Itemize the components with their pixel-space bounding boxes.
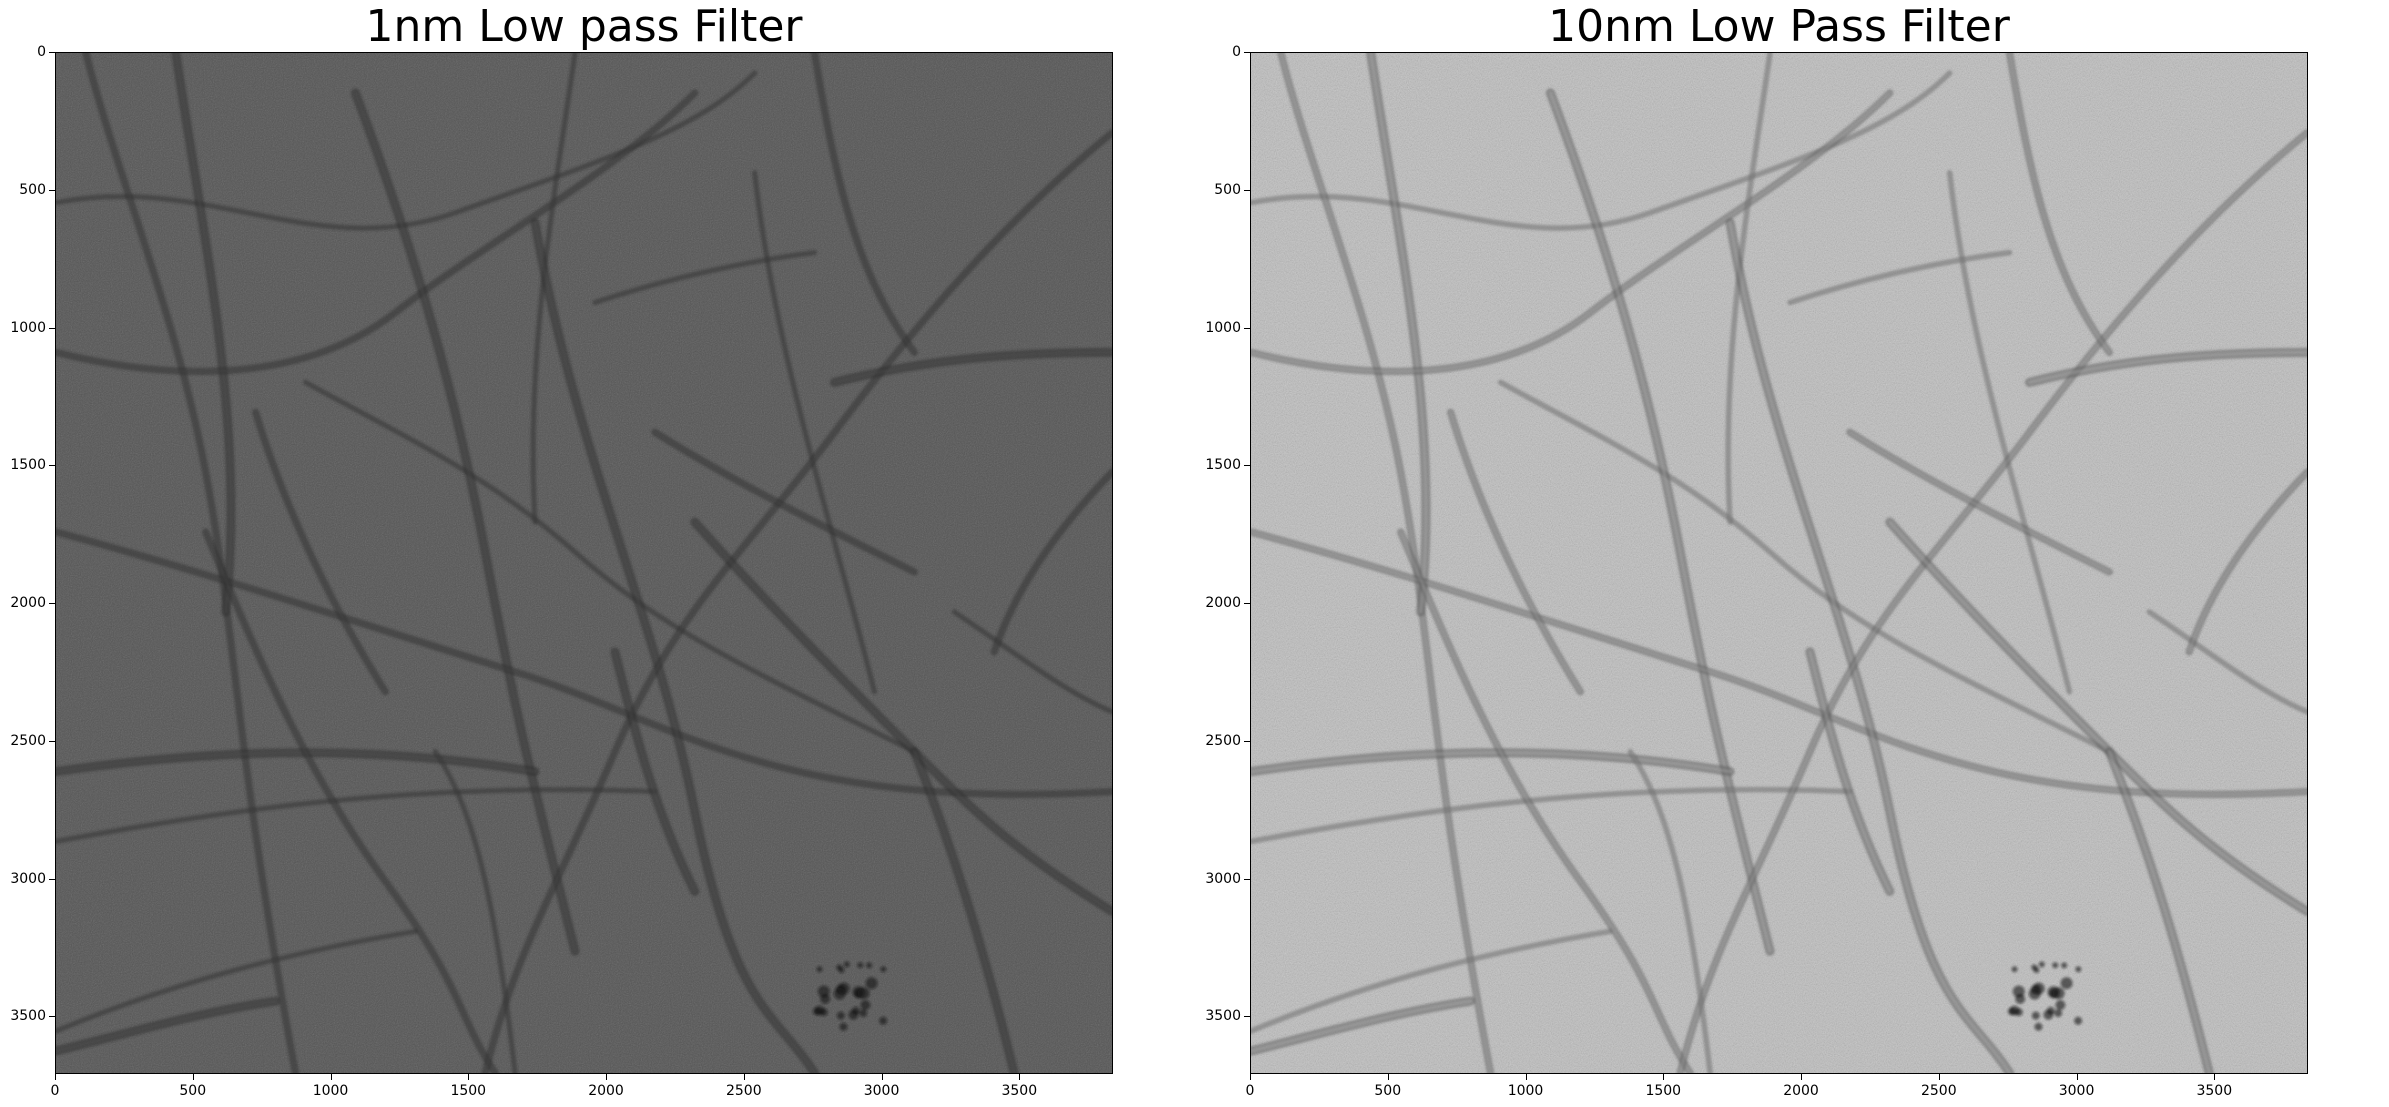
y-tick-mark [1244,740,1250,742]
y-tick-label: 2500 [10,732,46,749]
x-tick-mark [330,1074,332,1080]
x-tick-label: 3000 [863,1083,900,1099]
x-tick-label: 1000 [1507,1083,1544,1099]
x-tick-label: 500 [1374,1083,1402,1099]
y-tick-label: 1500 [10,457,46,474]
panel-title: 10nm Low Pass Filter [1548,1,2010,52]
x-tick-mark [2214,1074,2216,1080]
y-tick-label: 3500 [1205,1008,1241,1025]
y-tick-label: 3000 [1205,870,1241,887]
x-tick-mark [2076,1074,2078,1080]
x-tick-mark [192,1074,194,1080]
x-tick-mark [55,1074,56,1080]
x-tick-mark [1938,1074,1940,1080]
y-tick-mark [1244,465,1250,467]
y-tick-mark [49,878,55,880]
x-tick-mark [1663,1074,1665,1080]
y-tick-mark [49,603,55,605]
y-tick-mark [1244,52,1250,53]
y-tick-label: 2000 [10,595,46,612]
x-tick-label: 2500 [1920,1083,1957,1099]
x-tick-label: 2000 [1783,1083,1819,1099]
x-tick-label: 1500 [1645,1083,1682,1099]
x-tick-mark [1525,1074,1527,1080]
x-tick-label: 1000 [312,1083,349,1099]
x-tick-mark [468,1074,470,1080]
y-tick-mark [49,465,55,467]
panel-title: 1nm Low pass Filter [365,1,803,52]
y-tick-label: 3500 [10,1008,46,1025]
y-tick-label: 0 [1232,44,1241,60]
x-tick-label: 3500 [1001,1083,1038,1099]
y-tick-label: 0 [37,44,46,60]
y-tick-mark [1244,878,1250,880]
x-tick-mark [881,1074,883,1080]
x-tick-label: 2500 [725,1083,762,1099]
y-tick-mark [1244,603,1250,605]
x-tick-mark [1387,1074,1389,1080]
micrograph-image [1251,53,2307,1073]
y-tick-label: 2000 [1205,595,1241,612]
panel-1nm-low-pass: 1nm Low pass Filter 0 500 1000 1500 2000 2500… [0,0,1150,1107]
y-tick-label: 1000 [1205,319,1241,336]
y-tick-mark [1244,1016,1250,1018]
y-tick-label: 500 [1214,181,1241,198]
x-tick-label: 3500 [2196,1083,2233,1099]
y-tick-label: 1000 [10,319,46,336]
x-tick-label: 500 [179,1083,207,1099]
y-tick-mark [1244,189,1250,191]
micrograph-axes [55,52,1113,1074]
y-tick-mark [49,189,55,191]
y-tick-label: 3000 [10,870,46,887]
micrograph-image [56,53,1112,1073]
y-tick-mark [49,1016,55,1018]
panel-10nm-low-pass: 10nm Low Pass Filter 0 500 1000 1500 2000 250… [1195,0,2345,1107]
y-tick-mark [1244,327,1250,329]
x-tick-label: 0 [50,1083,60,1099]
x-tick-mark [1250,1074,1251,1080]
x-tick-mark [743,1074,745,1080]
x-tick-mark [606,1074,608,1080]
micrograph-axes [1250,52,2308,1074]
x-tick-label: 0 [1245,1083,1255,1099]
y-tick-mark [49,52,55,53]
y-tick-label: 1500 [1205,457,1241,474]
x-tick-label: 2000 [588,1083,624,1099]
y-tick-mark [49,740,55,742]
y-tick-label: 2500 [1205,732,1241,749]
x-tick-mark [1019,1074,1021,1080]
y-tick-mark [49,327,55,329]
x-tick-mark [1801,1074,1803,1080]
y-tick-label: 500 [19,181,46,198]
x-tick-label: 1500 [450,1083,487,1099]
x-tick-label: 3000 [2058,1083,2095,1099]
